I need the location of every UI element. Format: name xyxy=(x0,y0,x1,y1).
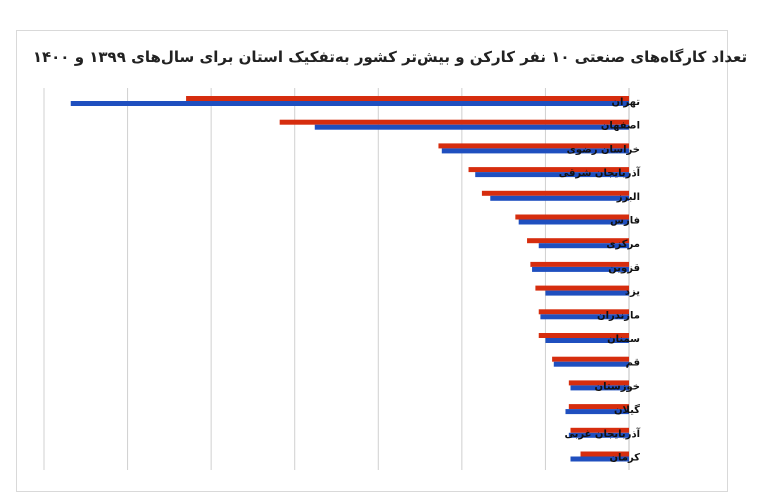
bar-red-13 xyxy=(568,404,629,410)
bar-red-6 xyxy=(527,238,629,244)
bar-red-4 xyxy=(481,190,629,196)
bar-red-8 xyxy=(535,285,629,291)
bar-red-14 xyxy=(570,427,629,433)
bar-red-1 xyxy=(279,119,629,125)
bar-blue-3 xyxy=(475,172,629,178)
bar-red-2 xyxy=(438,143,629,149)
bar-blue-6 xyxy=(538,243,629,249)
chart-title: تعداد کارگاه‌های صنعتی ۱۰ نفر کارکن و بی… xyxy=(32,48,748,66)
category-label: اصفهان xyxy=(601,121,640,132)
category-label: مازندران xyxy=(597,310,640,321)
chart-frame xyxy=(16,30,728,492)
bar-red-11 xyxy=(552,356,629,362)
bar-red-9 xyxy=(538,309,629,315)
category-label: البرز xyxy=(616,192,640,203)
bar-blue-2 xyxy=(441,148,629,154)
bar-red-0 xyxy=(186,96,630,101)
bar-chart: تهران اصفهان خراسان رضوی آذربایجان شرقی البر… xyxy=(43,88,641,470)
bar-blue-10 xyxy=(545,338,629,343)
bar-blue-11 xyxy=(553,361,629,367)
category-label: خوزستان xyxy=(595,381,640,392)
category-label: تهران xyxy=(611,97,640,108)
bar-red-15 xyxy=(580,451,629,457)
bar-blue-8 xyxy=(545,290,629,296)
bar-blue-7 xyxy=(532,266,629,272)
bar-blue-15 xyxy=(570,456,629,462)
category-label: فارس xyxy=(610,216,640,227)
bar-blue-5 xyxy=(518,219,629,225)
category-label: کرمان xyxy=(609,453,640,464)
category-label: آذربایجان شرقی xyxy=(559,166,641,179)
bar-blue-1 xyxy=(314,124,629,130)
category-label: خراسان رضوی xyxy=(567,144,640,155)
bar-blue-14 xyxy=(568,432,629,438)
bar-blue-9 xyxy=(540,314,629,320)
category-label: قزوین xyxy=(608,263,640,274)
bar-red-3 xyxy=(468,167,629,173)
category-label: آذربایجان غربی xyxy=(565,427,641,440)
category-label: قم xyxy=(626,358,640,369)
bar-blue-4 xyxy=(490,195,629,201)
category-label: سمنان xyxy=(607,334,640,345)
bar-red-10 xyxy=(538,333,629,338)
bar-red-7 xyxy=(530,261,629,267)
category-label: یزد xyxy=(625,287,640,298)
category-label: گیلان xyxy=(614,403,640,416)
bar-red-5 xyxy=(515,214,629,220)
bar-red-12 xyxy=(568,380,629,386)
category-label: مرکزی xyxy=(606,239,640,250)
bar-blue-0 xyxy=(70,101,629,106)
bar-blue-12 xyxy=(570,385,629,391)
bar-blue-13 xyxy=(565,409,629,415)
